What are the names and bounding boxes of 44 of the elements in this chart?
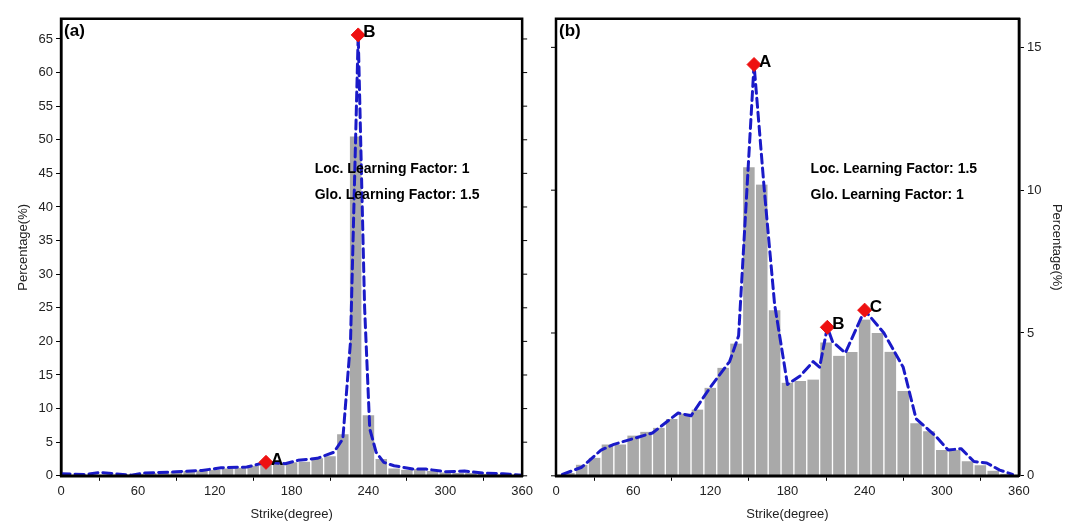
y-tick-label: 15 xyxy=(1026,38,1042,54)
annotation: (a) xyxy=(64,20,85,40)
y-tick-label: 10 xyxy=(38,400,54,416)
y-tick-label: 25 xyxy=(38,299,54,315)
y-tick-label: 5 xyxy=(1026,324,1035,340)
x-tick-label: 180 xyxy=(280,483,303,499)
x-tick-label: 360 xyxy=(511,483,534,499)
y-tick-label: 40 xyxy=(38,198,54,214)
x-tick-label: 360 xyxy=(1008,483,1030,499)
x-tick-label: 120 xyxy=(699,483,722,499)
annotation: (b) xyxy=(559,20,581,40)
y-tick-label: 20 xyxy=(38,332,54,348)
y-tick-label: 30 xyxy=(38,265,54,281)
annotation: Glo. Learning Factor: 1 xyxy=(810,186,965,203)
y-tick-label: 0 xyxy=(45,467,54,483)
x-axis-title: Strike(degree) xyxy=(250,505,333,521)
annotation: Loc. Learning Factor: 1.5 xyxy=(810,160,978,177)
x-tick-label: 0 xyxy=(552,483,560,499)
x-tick-label: 180 xyxy=(776,483,799,499)
x-axis-title: Strike(degree) xyxy=(746,505,829,521)
x-tick-label: 300 xyxy=(930,483,953,499)
y-tick-label: 65 xyxy=(38,30,54,46)
x-tick-label: 60 xyxy=(130,483,146,499)
y-tick-label: 55 xyxy=(38,97,54,113)
y-tick-label: 5 xyxy=(45,433,54,449)
y-tick-label: 50 xyxy=(38,131,54,147)
y-tick-label: 60 xyxy=(38,64,54,80)
y-axis-title: Percentage(%) xyxy=(1049,203,1065,291)
annotation: C xyxy=(869,297,882,317)
x-tick-label: 0 xyxy=(57,483,65,499)
y-axis-title: Percentage(%) xyxy=(15,203,31,291)
x-tick-label: 240 xyxy=(357,483,380,499)
annotation: B xyxy=(832,314,845,334)
x-tick-label: 60 xyxy=(625,483,641,499)
x-tick-label: 120 xyxy=(203,483,226,499)
y-tick-label: 10 xyxy=(1026,181,1042,197)
annotation: A xyxy=(759,51,772,71)
y-tick-label: 45 xyxy=(38,164,54,180)
y-tick-label: 15 xyxy=(38,366,54,382)
x-tick-label: 300 xyxy=(434,483,457,499)
y-tick-label: 0 xyxy=(1026,467,1035,483)
y-tick-label: 35 xyxy=(38,232,54,248)
x-tick-label: 240 xyxy=(853,483,876,499)
annotation: B xyxy=(363,22,376,42)
